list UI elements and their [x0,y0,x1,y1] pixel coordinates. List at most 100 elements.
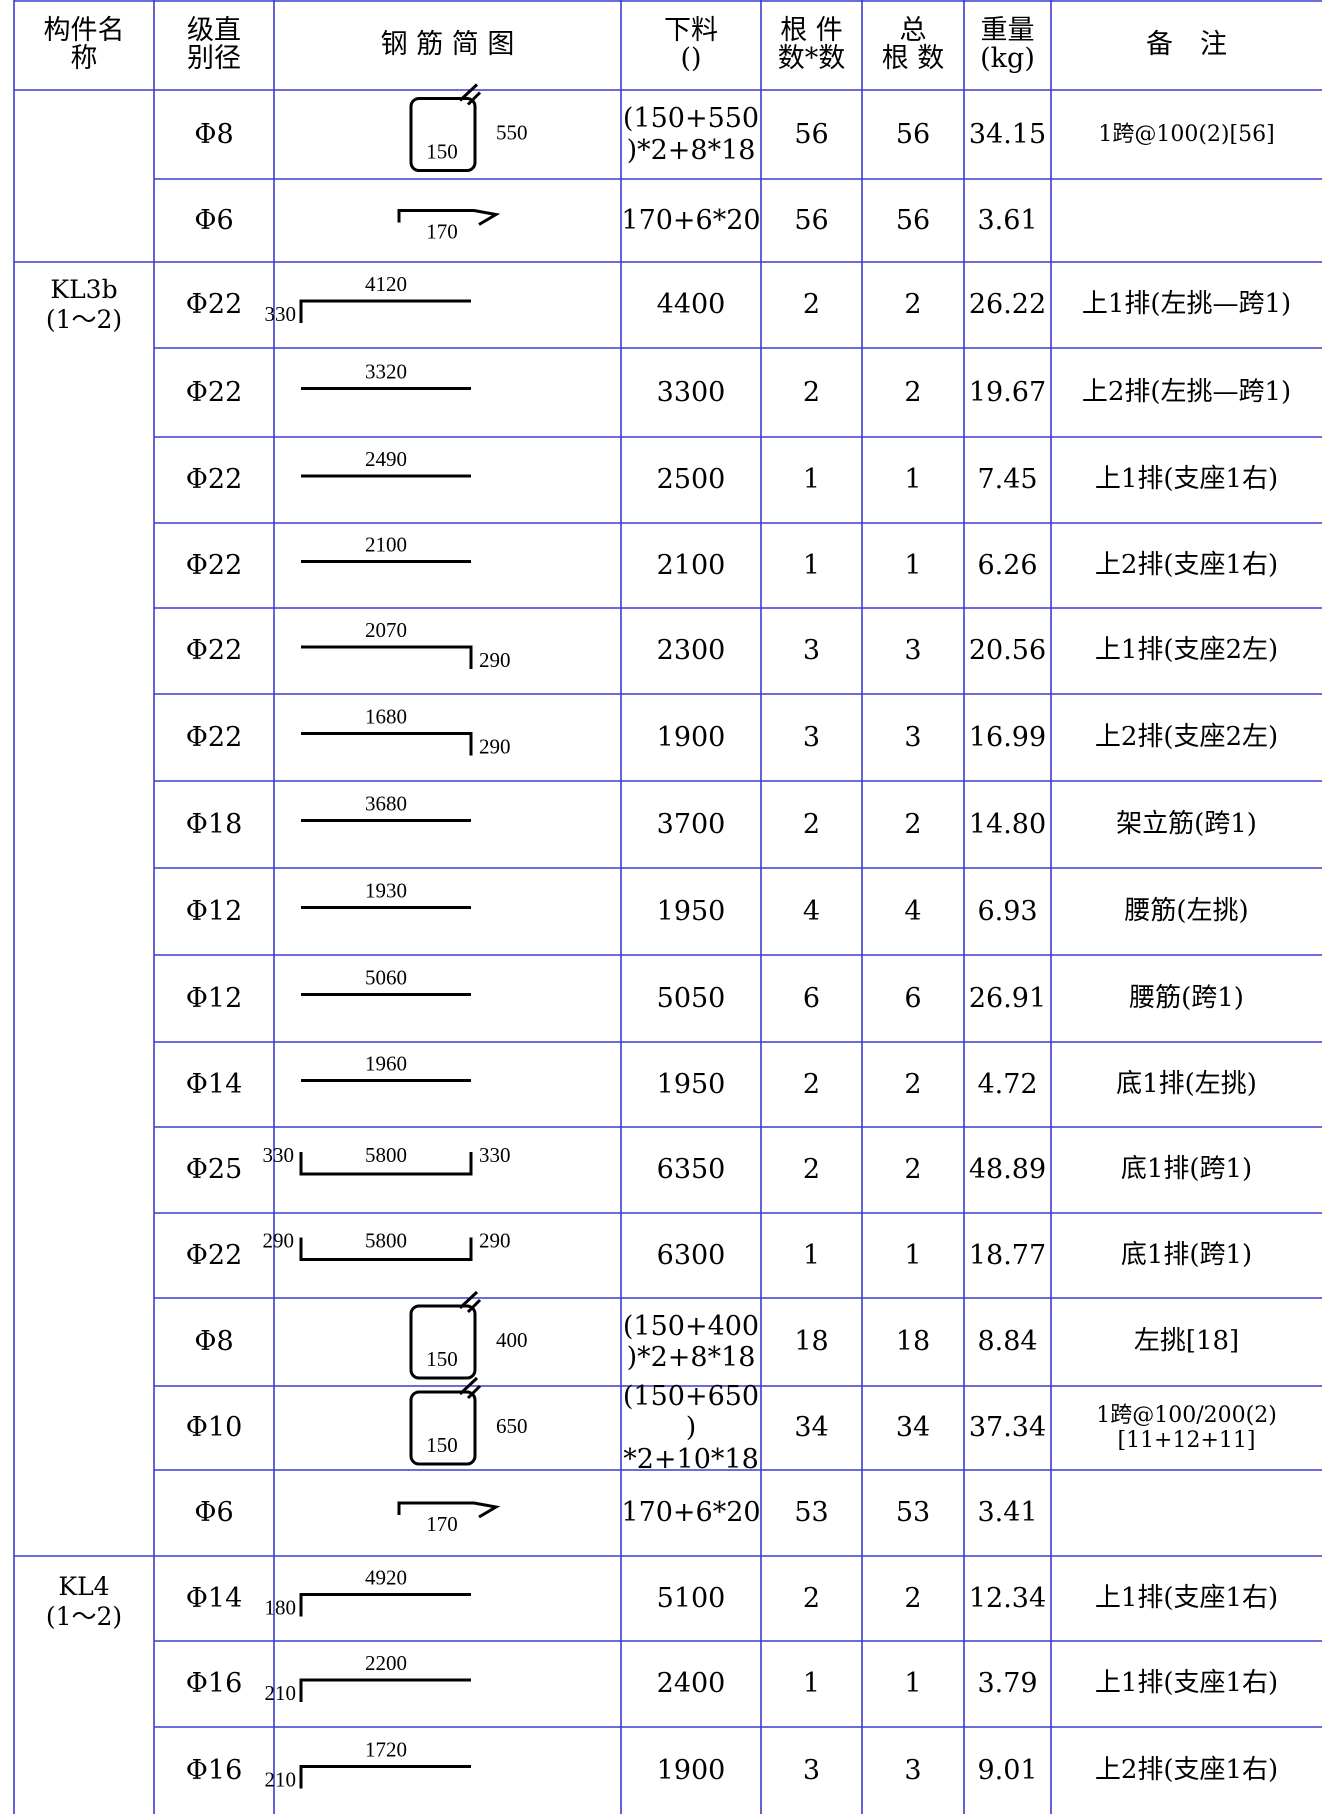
rebar-sketch: 3320 [274,348,621,437]
dim-length: 1680 [365,705,407,729]
bar-total: 1 [904,464,922,496]
bar-diameter: Φ10 [185,1412,243,1444]
stirrup-outline [409,1390,477,1466]
header-total-line1: 总 [899,14,927,46]
cut-length: 4400 [621,262,761,348]
rebar-sketch-svg: 2070 290 [301,618,511,672]
bar-total: 1 [904,1239,922,1271]
cut-length-line: 2400 [656,1668,726,1700]
bar-total: 34 [895,1412,931,1444]
remark [1051,179,1322,262]
bar-diameter: Φ18 [185,808,243,840]
bar-total: 2 [904,376,922,408]
bar-weight: 34.15 [968,118,1047,150]
member-span: (1～2) [45,1602,123,1631]
bar-diameter: Φ22 [185,549,243,581]
member-group-kl4: KL4 (1～2) [14,1567,154,1637]
dim-length: 4120 [365,272,407,296]
remark: 上1排(支座2左) [1051,608,1322,694]
rebar-bar [299,1593,471,1617]
bar-count: 3 [802,1754,821,1786]
header-total-line2: 根 数 [881,43,945,74]
bar-count: 4 [802,895,821,927]
remark: 腰筋(左挑) [1051,868,1322,955]
cut-length-line: 170+6*20 [621,204,761,236]
rebar-sketch: 2490 [274,437,621,523]
rebar-sketch: 2100 [274,523,621,608]
rebar-bar [299,1237,473,1261]
rebar-bar [301,645,473,669]
bar-count: 2 [802,808,821,840]
rebar-sketch: 210 1720 [265,1727,621,1814]
rebar-sketch-svg: 1930 [301,879,471,909]
dim-length: 2200 [365,1651,407,1675]
remark: 底1排(跨1) [1051,1213,1322,1298]
bar-diameter: Φ22 [185,289,243,321]
cut-length-line: )*2+8*18 [626,134,756,166]
remark-line: 上1排(支座1右) [1094,464,1279,495]
bar-count: 2 [802,376,821,408]
bar-diameter: Φ6 [194,204,234,236]
dim-length: 170 [426,1512,458,1536]
dim-length: 2100 [365,533,407,557]
bar-count: 2 [802,1068,821,1100]
bar-count: 2 [802,1582,821,1614]
cut-length: 1950 [621,868,761,955]
rebar-sketch-svg: 150 650 [409,1376,528,1466]
bar-diameter: Φ22 [185,464,243,496]
dim-hook: 210 [265,1768,297,1792]
rebar-sketch-svg: 210 1720 [265,1738,471,1792]
bar-weight: 20.56 [968,635,1047,667]
rebar-sketch: 1680 290 [274,694,621,781]
bar-weight: 7.45 [977,464,1038,496]
remark: 上1排(支座1右) [1051,1556,1322,1641]
bar-count: 1 [802,464,821,496]
dim-length: 5800 [365,1143,407,1167]
stirrup-hook [458,1290,482,1314]
remark: 上2排(支座1右) [1051,523,1322,608]
remark: 架立筋(跨1) [1051,781,1322,868]
dim-length: 2070 [365,618,407,642]
rebar-sketch-svg: 5060 [301,966,471,996]
bar-weight: 14.80 [968,808,1047,840]
rebar-sketch: 170 [274,1470,621,1556]
bar-total: 1 [904,1668,922,1700]
dim-hook: 330 [265,302,297,326]
cut-length-line: (150+650 [622,1381,760,1413]
rebar-sketch: 170 [274,179,621,262]
cut-length-line: )*2+8*18 [626,1342,756,1373]
bar-weight: 12.34 [968,1582,1047,1614]
bar-weight: 26.91 [968,982,1047,1014]
header-grade-diameter-line2: 别径 [187,43,241,74]
dim-width: 150 [426,1347,458,1371]
remark: 上1排(左挑—跨1) [1051,262,1322,348]
rebar-sketch: 290 5800 290 [263,1213,621,1298]
remark: 左挑[18] [1051,1298,1322,1386]
header-weight-line2: (kg) [980,43,1035,74]
bar-count: 2 [802,1154,821,1186]
bar-weight: 4.72 [977,1068,1038,1100]
stirrup-outline [409,97,477,172]
rebar-sketch-svg: 330 5800 330 [263,1143,511,1176]
bar-total: 6 [904,982,922,1014]
dim-length: 170 [426,220,458,244]
dim-hook-left: 290 [263,1229,295,1253]
cut-length-line: 1950 [656,1068,726,1100]
bar-total: 56 [895,118,931,150]
bar-diameter: Φ12 [185,895,243,927]
bar-diameter: Φ14 [185,1068,243,1100]
cut-length: 1950 [621,1042,761,1127]
rebar-sketch-svg: 1960 [301,1052,471,1082]
cut-length: 2300 [621,608,761,694]
dim-hook: 290 [479,735,511,759]
cut-length: 2500 [621,437,761,523]
rebar-sketch: 180 4920 [265,1556,621,1641]
remark-line: 架立筋(跨1) [1116,808,1257,839]
rebar-sketch: 2070 290 [274,608,621,694]
header-grade-diameter-line1: 级直 [187,14,241,46]
bar-count: 1 [802,1668,821,1700]
dim-width: 150 [426,140,458,164]
remark-line: 1跨@100/200(2) [1096,1402,1277,1428]
rebar-sketch-svg: 210 2200 [265,1651,471,1705]
header-weight: 重量 (kg) [964,0,1051,90]
